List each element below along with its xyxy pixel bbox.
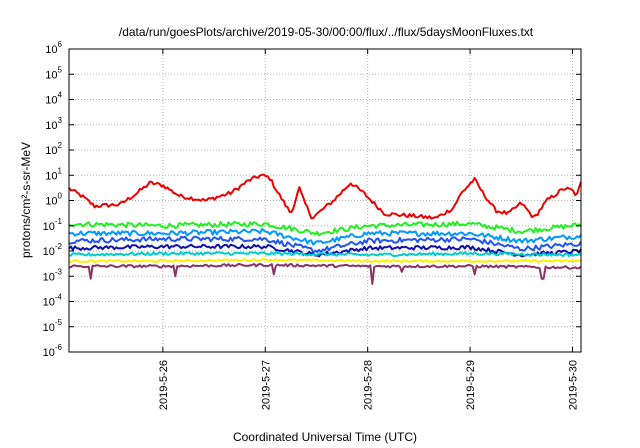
x-axis-title: Coordinated Universal Time (UTC) xyxy=(233,430,417,444)
x-tick-label: 2019-5-30 xyxy=(567,360,579,410)
chart-title: /data/run/goesPlots/archive/2019-05-30/0… xyxy=(119,25,534,39)
series-group xyxy=(68,173,582,285)
series-line-6 xyxy=(68,250,582,258)
x-tick-label: 2019-5-28 xyxy=(363,360,375,410)
x-tick-label: 2019-5-27 xyxy=(260,360,272,410)
series-line-1 xyxy=(68,173,582,220)
series-line-7 xyxy=(68,258,582,263)
y-axis-title: protons/cm²-s-sr-MeV xyxy=(19,142,33,258)
series-line-2 xyxy=(68,220,582,237)
series-line-3 xyxy=(68,228,582,246)
series-line-8 xyxy=(68,263,582,285)
x-tick-label: 2019-5-29 xyxy=(465,360,477,410)
x-tick-label: 2019-5-26 xyxy=(158,360,170,410)
series-line-4 xyxy=(68,235,582,254)
